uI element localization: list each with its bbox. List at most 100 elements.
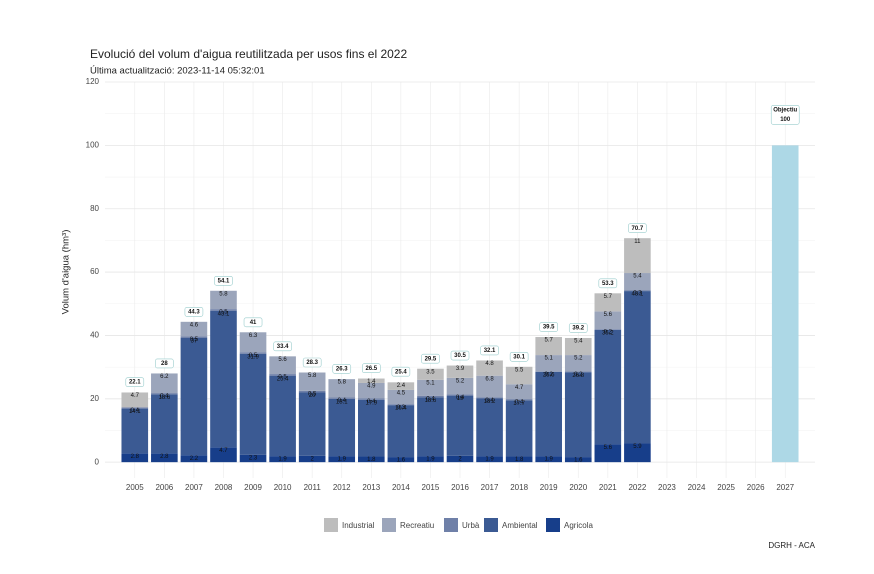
segment-label: 1.9 [545,457,554,463]
segment-label: 5.8 [308,373,317,379]
legend-swatch [382,518,396,532]
bar-segment [180,336,208,338]
total-box [539,322,558,332]
segment-label: 26.6 [543,372,555,378]
segment-label: 0.3 [633,291,642,297]
bar-segment [387,389,415,405]
segment-label: 2.2 [190,456,199,462]
bar-segment [269,456,296,463]
legend-swatch [546,518,560,532]
segment-label: 0.2 [574,372,583,378]
bar-segment [446,394,474,396]
chart-title: Evolució del volum d'aigua reutilitzada … [90,47,407,61]
segment-label: 1.6 [574,458,583,464]
bar-segment [151,394,178,454]
legend-swatch [324,518,338,532]
legend-label: Agricola [564,521,593,530]
segment-label: 0.2 [545,372,554,378]
bar-segment [417,379,444,396]
bar-segment [387,457,415,463]
bar-segment [505,366,533,385]
y-tick-label: 20 [90,394,99,403]
segment-label: 2 [458,456,462,462]
bar-segment [476,397,503,399]
bar-segment [269,374,296,376]
bar-segment [446,455,474,463]
bar-segment [358,456,385,463]
total-box [214,275,233,286]
total-box [421,353,440,364]
segment-label: 4.7 [515,385,524,391]
segment-label: 0.4 [367,399,376,405]
segment-label: 3.5 [426,369,435,375]
x-tick-label: 2027 [776,483,794,492]
bar-segment [210,309,237,311]
segment-label: 5.5 [515,367,524,373]
segment-label: 18.2 [484,399,496,405]
total-box [628,223,647,233]
segment-label: 5.4 [574,339,583,345]
total-box [391,366,411,377]
segment-label: 20 [309,393,316,399]
total-box [480,345,499,356]
bar-segment [210,447,237,463]
objective-bar [771,145,799,463]
y-tick-label: 80 [90,204,99,213]
x-tick-label: 2020 [569,483,587,492]
segment-label: 48.1 [632,292,644,298]
segment-label: 3.9 [456,366,465,372]
segment-label: 6.8 [485,376,494,382]
x-tick-label: 2005 [126,483,144,492]
bar-segment [564,372,592,458]
segment-label: 0.4 [160,394,169,400]
bar-segment [358,382,385,399]
segment-label: 0.5 [278,375,287,381]
segment-label: 37 [191,339,198,345]
bar-segment [505,456,533,463]
bar-segment [624,238,651,274]
bar-segment [239,352,267,354]
bar-segment [210,290,237,310]
segment-label: 0.5 [190,337,199,343]
segment-label: 4.6 [190,322,199,328]
bar-segment [387,404,415,406]
segment-label: 0.4 [338,398,347,404]
segment-label: 17.9 [365,400,377,406]
bar-segment [239,332,267,353]
bar-segment [239,454,267,463]
x-tick-label: 2016 [451,483,469,492]
segment-label: 4.8 [485,361,494,367]
segment-label: 1.8 [515,457,524,463]
objective-value: 100 [780,117,791,123]
x-tick-label: 2012 [333,483,351,492]
segment-label: 4.7 [219,448,228,454]
x-tick-label: 2024 [688,483,706,492]
bar-segment [476,375,503,398]
bar-segment [535,456,562,463]
x-tick-label: 2017 [481,483,499,492]
x-tick-label: 2025 [717,483,735,492]
total-label: 29.5 [425,356,437,362]
segment-label: 4.5 [397,391,406,397]
segment-label: 5.1 [426,380,435,386]
x-tick-label: 2006 [155,483,173,492]
bar-segment [269,356,296,375]
bar-segment [328,456,356,463]
bar-segment [151,393,178,395]
bar-segment [594,444,622,463]
bar-segment [417,395,444,398]
bar-segment [298,372,326,391]
total-label: 30.1 [513,354,525,360]
segment-label: 4.7 [131,393,140,399]
objective-name: Objectiu [773,107,797,113]
chart-subtitle: Última actualització: 2023-11-14 05:32:0… [90,66,265,77]
segment-label: 36.2 [602,330,614,336]
total-box [509,352,529,362]
x-tick-label: 2013 [362,483,380,492]
segment-label: 0.2 [604,330,613,336]
x-tick-label: 2019 [540,483,558,492]
total-box [273,341,292,352]
bar-segment [535,371,562,372]
x-tick-label: 2008 [215,483,233,492]
